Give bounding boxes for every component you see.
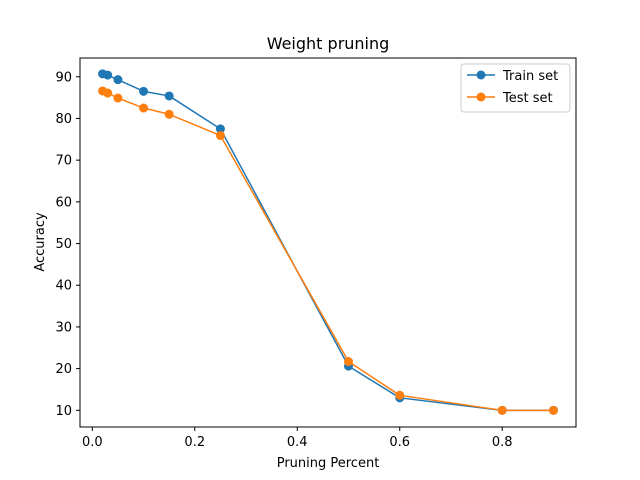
data-point: [139, 86, 149, 96]
data-point: [139, 103, 149, 113]
data-point: [343, 357, 353, 367]
data-point: [103, 70, 113, 80]
y-tick-label: 80: [55, 112, 72, 127]
y-tick-label: 60: [55, 195, 72, 210]
x-tick-label: 0.0: [82, 435, 103, 450]
plot-area: [98, 69, 558, 415]
data-point: [497, 405, 507, 415]
series-test: [98, 86, 558, 415]
legend-marker-test: [476, 92, 486, 102]
x-axis-label: Pruning Percent: [277, 456, 380, 471]
data-point: [548, 405, 558, 415]
legend-marker-train: [476, 70, 486, 80]
data-point: [395, 390, 405, 400]
y-axis: 10 20 30 40 50 60 70 80 90: [55, 70, 80, 419]
y-tick-label: 90: [55, 70, 72, 85]
x-tick-label: 0.8: [492, 435, 513, 450]
legend-label-train: Train set: [502, 69, 558, 84]
series-train: [98, 69, 558, 415]
x-tick-label: 0.2: [184, 435, 205, 450]
legend: Train set Test set: [460, 63, 571, 113]
series-line: [102, 90, 554, 412]
chart-title: Weight pruning: [267, 34, 390, 53]
plot-frame: [79, 57, 577, 428]
y-tick-label: 70: [55, 154, 72, 169]
series-line: [102, 73, 554, 412]
y-tick-label: 50: [55, 237, 72, 252]
data-point: [103, 88, 113, 98]
x-axis: 0.0 0.2 0.4 0.6 0.8: [82, 427, 513, 450]
y-tick-label: 40: [55, 279, 72, 294]
x-tick-label: 0.4: [287, 435, 308, 450]
y-tick-label: 30: [55, 320, 72, 335]
y-axis-label: Accuracy: [33, 212, 48, 272]
data-point: [113, 93, 123, 103]
data-point: [164, 91, 174, 101]
legend-box: [460, 63, 571, 113]
y-tick-label: 20: [55, 362, 72, 377]
legend-label-test: Test set: [502, 91, 553, 106]
data-point: [215, 124, 225, 134]
data-point: [113, 75, 123, 85]
data-point: [164, 109, 174, 119]
x-tick-label: 0.6: [389, 435, 410, 450]
data-point: [215, 131, 225, 141]
y-tick-label: 10: [55, 404, 72, 419]
